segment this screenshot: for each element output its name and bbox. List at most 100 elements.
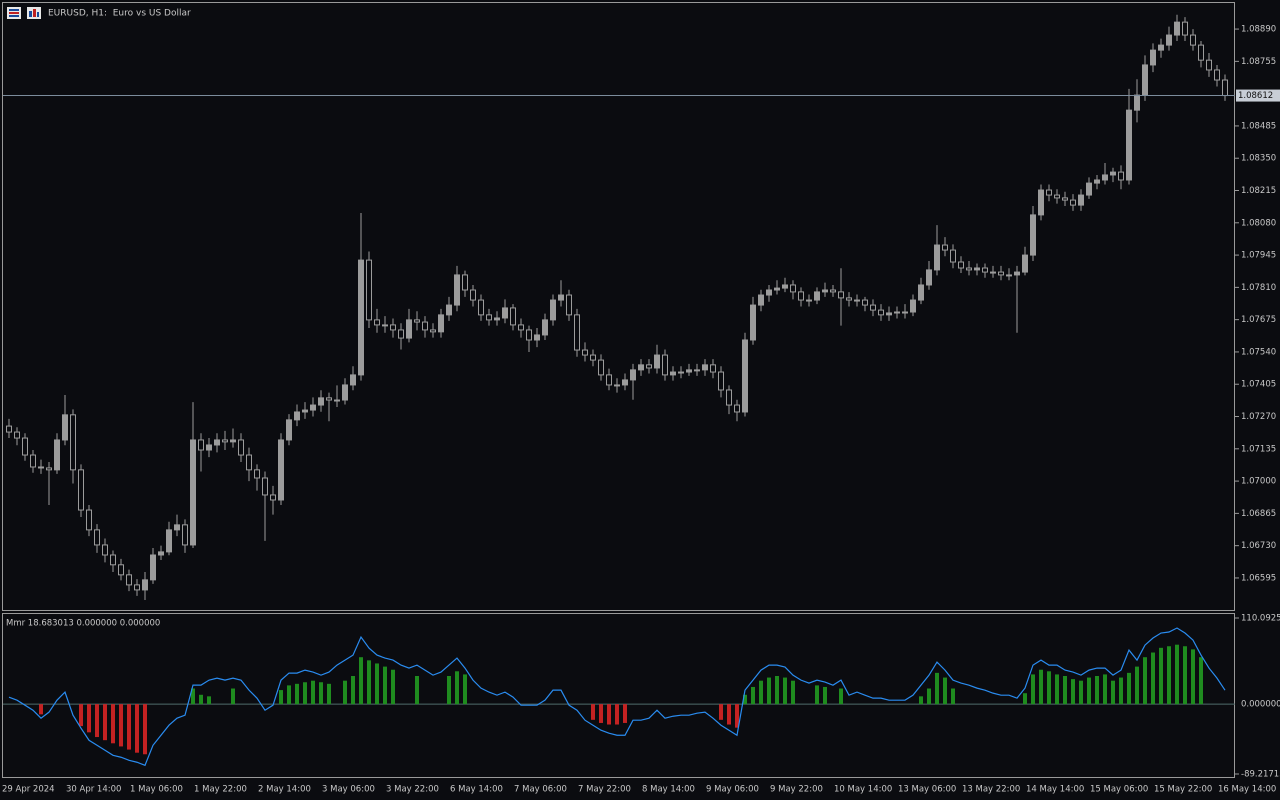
candle-body [846,297,852,301]
histogram-bar [463,674,467,705]
histogram-bar [327,683,331,705]
y-tick-label: 1.08755 [1241,57,1276,67]
candle-body [806,299,812,302]
candle-body [1150,49,1156,66]
x-tick-label: 9 May 06:00 [706,785,759,795]
candle-body [158,551,164,556]
indicator-title: Mmr 18.683013 0.000000 0.000000 [6,619,160,629]
candle-body [654,354,660,369]
candle-body [326,397,332,401]
histogram-bar [455,671,459,705]
candle-body [390,324,396,331]
histogram-bar [111,704,115,744]
x-tick-label: 15 May 06:00 [1090,785,1148,795]
histogram-bar [143,704,147,755]
candle-body [334,399,340,402]
candle-body [46,467,52,471]
candle-body [678,371,684,374]
candle-body [230,439,236,443]
candle-body [30,454,36,468]
icon-chart-bar [37,12,39,17]
candle-body [310,404,316,411]
y-tick-label: 1.07810 [1241,283,1276,293]
histogram-bar [127,704,131,750]
y-tick-label: 1.07405 [1241,380,1276,390]
x-tick-label: 29 Apr 2024 [2,785,55,795]
current-price-label: 1.08612 [1238,91,1273,101]
symbol-icons[interactable] [7,7,41,19]
x-tick-label: 7 May 06:00 [514,785,567,795]
candle-body [998,271,1004,276]
candle-body [686,369,692,373]
candle-body [518,324,524,331]
x-tick-label: 15 May 22:00 [1154,785,1212,795]
candle-body [1222,79,1228,97]
candle-body [350,374,356,386]
icon-menu-line [9,9,19,11]
histogram-bar [951,688,955,705]
histogram-bar [1047,671,1051,705]
candle-body [638,364,644,371]
candle-body [878,309,884,316]
x-tick-label: 16 May 14:00 [1218,785,1276,795]
candle-body [502,307,508,319]
candle-body [1126,109,1132,181]
y-tick-label: 1.08080 [1241,218,1276,228]
histogram-bar [295,683,299,705]
chart-title: EURUSD, H1: Euro vs US Dollar [48,9,191,19]
x-tick-label: 10 May 14:00 [834,785,892,795]
histogram-bar [1095,675,1099,705]
x-tick-label: 7 May 22:00 [578,785,631,795]
candle-body [182,524,188,546]
y-tick-label: 1.07945 [1241,251,1276,261]
candle-body [574,314,580,351]
x-tick-label: 3 May 06:00 [322,785,375,795]
candle-body [1022,254,1028,273]
candle-body [446,304,452,316]
candle-body [406,319,412,339]
icon-chart-bar [33,9,36,17]
candle-body [510,307,516,326]
candle-body [1070,199,1076,206]
y-tick-label: 1.06730 [1241,541,1276,551]
candle-body [1198,44,1204,61]
candle-body [150,554,156,581]
candle-body [1078,194,1084,206]
candle-body [118,564,124,576]
x-tick-label: 8 May 14:00 [642,785,695,795]
candle-body [70,414,76,471]
candle-body [174,524,180,531]
candle-body [238,439,244,456]
candle-body [814,291,820,301]
candle-body [838,291,844,299]
y-tick-label: 110.09256 [1241,614,1280,624]
candle-body [870,304,876,311]
candle-body [94,529,100,546]
histogram-bar [727,704,731,725]
histogram-bar [375,663,379,705]
candle-body [102,544,108,556]
histogram-bar [367,660,371,705]
histogram-bar [1191,649,1195,705]
candle-body [926,269,932,286]
candle-body [950,249,956,263]
histogram-bar [231,688,235,705]
candle-body [398,329,404,339]
candle-body [982,267,988,273]
x-tick-label: 1 May 06:00 [130,785,183,795]
candle-body [62,414,68,441]
candle-body [430,329,436,333]
y-tick-label: 1.07135 [1241,444,1276,454]
indicator-line [8,627,1226,767]
candle-body [1142,64,1148,96]
candle-body [1030,214,1036,256]
candle-body [630,369,636,381]
candle-body [1118,171,1124,181]
histogram-bar [1063,675,1067,705]
candle-body [942,244,948,251]
candle-body [550,299,556,321]
candle-body [366,259,372,321]
histogram-bar [1143,657,1147,705]
histogram-bar [207,696,211,705]
